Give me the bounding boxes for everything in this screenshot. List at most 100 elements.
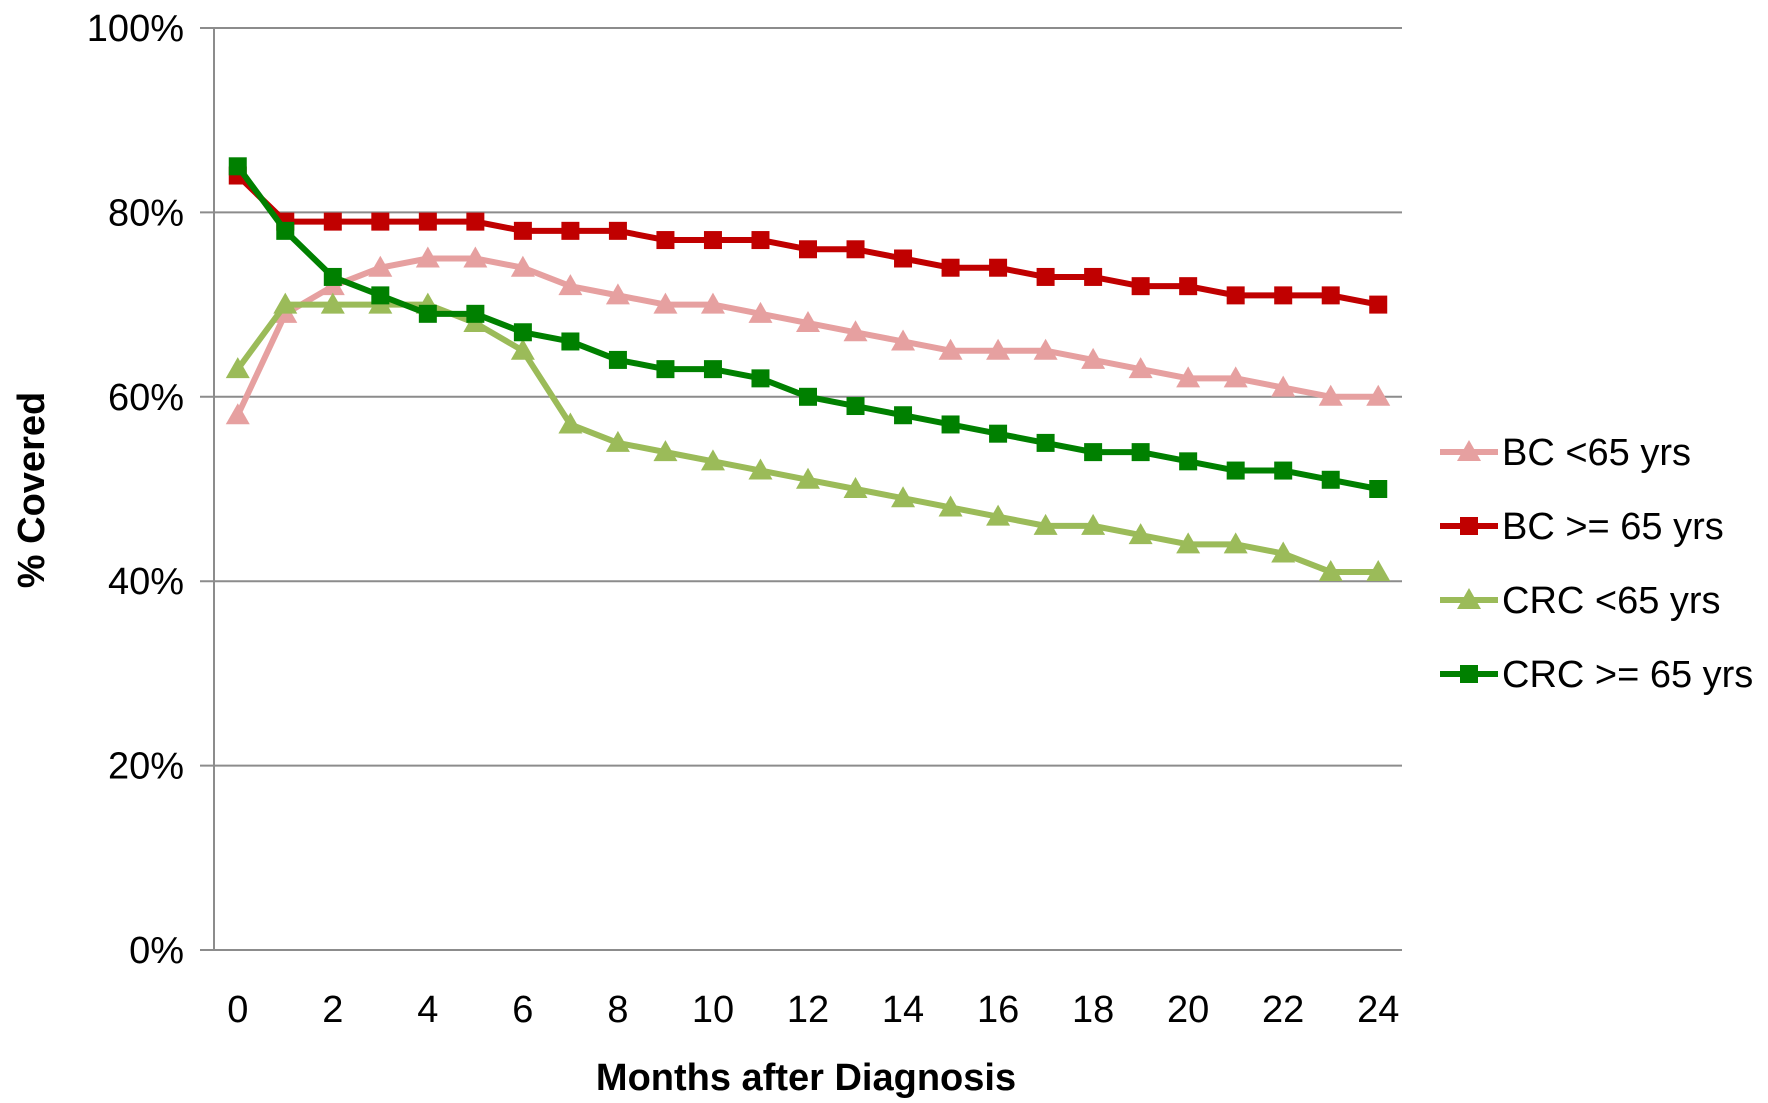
- data-point: [558, 412, 583, 434]
- data-point: [513, 221, 532, 240]
- data-point: [276, 221, 295, 240]
- data-point: [1321, 286, 1340, 305]
- data-point: [418, 304, 437, 323]
- data-point: [605, 430, 630, 452]
- y-tick-label: 100%: [87, 8, 184, 50]
- data-point: [1318, 384, 1343, 406]
- data-point: [1084, 443, 1103, 462]
- data-point: [843, 320, 868, 342]
- data-point: [653, 440, 678, 462]
- data-point: [1128, 357, 1153, 379]
- data-point: [938, 495, 963, 517]
- data-point: [1176, 532, 1201, 554]
- data-point: [415, 246, 440, 268]
- x-tick-label: 6: [512, 989, 533, 1031]
- data-point: [941, 415, 960, 434]
- x-tick-label: 22: [1262, 989, 1304, 1031]
- series-line: [235, 301, 1379, 575]
- data-point: [561, 221, 580, 240]
- legend-label: CRC <65 yrs: [1502, 580, 1721, 622]
- data-point: [1081, 347, 1106, 369]
- data-point: [796, 467, 820, 489]
- data-point: [1033, 513, 1058, 535]
- legend-swatch-marker: [1460, 665, 1478, 683]
- data-point: [1318, 559, 1343, 581]
- x-tick-label: 16: [977, 989, 1019, 1031]
- data-point: [843, 477, 868, 498]
- data-point: [700, 292, 725, 314]
- data-point: [700, 449, 725, 471]
- data-point: [1223, 532, 1248, 554]
- data-point: [463, 246, 488, 268]
- data-point: [1271, 375, 1296, 397]
- data-point: [561, 332, 580, 351]
- data-point: [1036, 433, 1055, 452]
- legend-entry: CRC <65 yrs: [1440, 580, 1721, 622]
- data-point: [894, 406, 913, 425]
- data-point: [323, 267, 342, 286]
- legend-label: BC <65 yrs: [1502, 432, 1691, 474]
- data-point: [986, 338, 1011, 360]
- data-point: [1366, 384, 1391, 406]
- y-tick-label: 20%: [108, 746, 184, 788]
- legend-swatch-marker: [1457, 588, 1481, 609]
- data-point: [799, 387, 817, 406]
- data-point: [748, 458, 773, 480]
- data-point: [796, 311, 820, 333]
- x-axis-tick-labels: 0 2 4 6 8 10 12 14 16 18 20 22 24: [227, 989, 1399, 1031]
- data-point: [1274, 461, 1293, 480]
- x-tick-label: 0: [227, 989, 248, 1031]
- data-point: [1274, 286, 1293, 305]
- legend-swatch-marker: [1460, 517, 1478, 535]
- data-point: [656, 360, 675, 379]
- data-point: [228, 157, 247, 176]
- data-point: [1033, 338, 1058, 360]
- data-point: [989, 424, 1008, 443]
- x-tick-label: 12: [787, 989, 829, 1031]
- series-2: [225, 292, 1391, 581]
- data-point: [273, 292, 298, 314]
- data-point: [751, 369, 770, 388]
- data-point: [558, 274, 583, 296]
- data-point: [466, 212, 485, 231]
- y-tick-label: 0%: [129, 930, 184, 972]
- series-layer: [225, 157, 1391, 581]
- data-point: [1036, 267, 1055, 286]
- data-point: [510, 255, 535, 277]
- legend-swatch-marker: [1457, 440, 1481, 461]
- data-point: [1271, 541, 1296, 563]
- gridlines: [200, 27, 1402, 951]
- data-point: [225, 357, 250, 379]
- data-point: [513, 323, 532, 342]
- data-point: [846, 240, 865, 259]
- y-tick-label: 40%: [108, 561, 184, 603]
- data-point: [653, 292, 678, 314]
- data-point: [510, 338, 535, 360]
- x-axis-title: Months after Diagnosis: [596, 1057, 1016, 1099]
- data-point: [938, 338, 963, 360]
- data-point: [1226, 461, 1245, 480]
- x-tick-label: 4: [417, 989, 438, 1031]
- data-point: [1176, 366, 1201, 388]
- series-3: [228, 157, 1388, 498]
- data-point: [846, 397, 865, 416]
- data-point: [941, 258, 960, 277]
- data-point: [751, 231, 770, 250]
- x-tick-label: 20: [1167, 989, 1209, 1031]
- x-tick-label: 10: [692, 989, 734, 1031]
- data-point: [703, 360, 722, 379]
- data-point: [1128, 523, 1153, 545]
- series-1: [228, 166, 1388, 314]
- data-point: [1131, 277, 1150, 296]
- data-point: [320, 292, 345, 314]
- x-tick-label: 24: [1357, 989, 1399, 1031]
- data-point: [1366, 559, 1391, 581]
- data-point: [1369, 295, 1388, 314]
- series-line: [235, 173, 1379, 308]
- y-tick-label: 60%: [108, 377, 184, 419]
- legend: BC <65 yrs BC >= 65 yrs CRC <65 yrs CRC >= …: [1440, 432, 1753, 696]
- data-point: [608, 221, 627, 240]
- legend-entry: BC >= 65 yrs: [1440, 506, 1724, 548]
- x-tick-label: 18: [1072, 989, 1114, 1031]
